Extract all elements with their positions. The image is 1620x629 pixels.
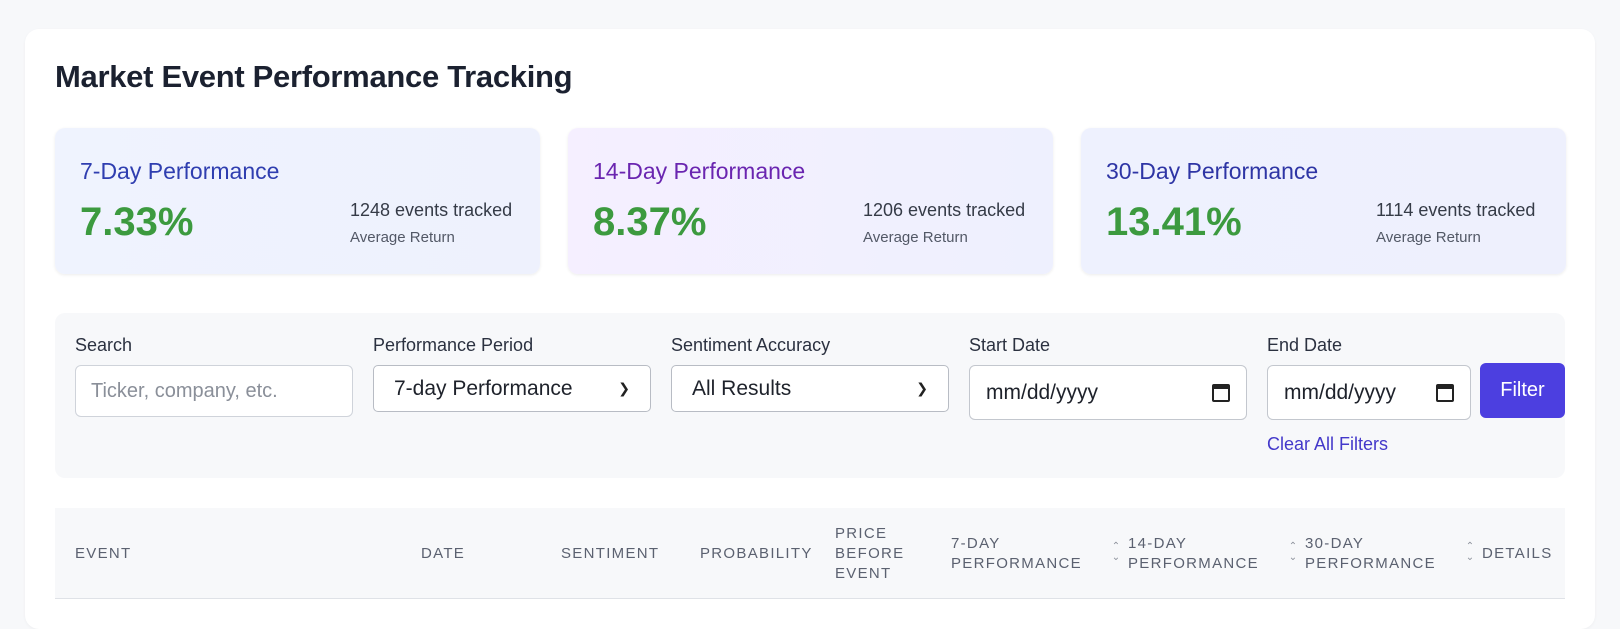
- end-date-input[interactable]: mm/dd/yyyy: [1267, 365, 1471, 420]
- start-date-label: Start Date: [969, 335, 1051, 355]
- header-line: Performance: [1305, 555, 1436, 572]
- header-line: 7-Day: [951, 535, 1001, 552]
- column-header-sentiment[interactable]: Sentiment: [561, 545, 660, 562]
- table-header: Event Date Sentiment Probability Price B…: [55, 508, 1565, 599]
- sort-icon[interactable]: ⌃ ⌄: [1465, 541, 1475, 563]
- stat-value: 7.33%: [80, 200, 194, 244]
- stat-count: 1206 events tracked: [863, 200, 1026, 220]
- stat-card-14-day: 14-Day Performance 8.37% 1206 events tra…: [568, 128, 1053, 274]
- stat-count: 1114 events tracked: [1376, 200, 1536, 220]
- stat-card-7-day: 7-Day Performance 7.33% 1248 events trac…: [55, 128, 540, 274]
- header-line: Performance: [951, 555, 1082, 572]
- page-title: Market Event Performance Tracking: [55, 59, 573, 94]
- start-date-input[interactable]: mm/dd/yyyy: [969, 365, 1247, 420]
- end-date-group: End Date mm/dd/yyyy: [1267, 335, 1471, 420]
- header-line: 14-Day: [1128, 535, 1188, 552]
- column-header-30-day-performance[interactable]: 30-Day Performance: [1305, 534, 1436, 574]
- clear-filters-link[interactable]: Clear All Filters: [1267, 434, 1389, 454]
- stat-title: 7-Day Performance: [80, 158, 280, 184]
- calendar-icon[interactable]: [1212, 383, 1230, 402]
- period-value: 7-day Performance: [394, 376, 573, 400]
- stat-subtitle: Average Return: [863, 229, 968, 246]
- calendar-icon[interactable]: [1436, 383, 1454, 402]
- sort-icon[interactable]: ⌃ ⌄: [1111, 541, 1121, 563]
- chevron-down-icon: ❯: [916, 380, 928, 396]
- accuracy-group: Sentiment Accuracy All Results ❯: [671, 335, 949, 412]
- stat-value: 13.41%: [1106, 200, 1242, 244]
- filter-button[interactable]: Filter: [1480, 363, 1565, 418]
- start-date-group: Start Date mm/dd/yyyy: [969, 335, 1247, 420]
- column-header-probability[interactable]: Probability: [700, 545, 813, 562]
- search-placeholder: Ticker, company, etc.: [91, 379, 278, 402]
- column-header-date[interactable]: Date: [421, 545, 466, 562]
- stat-subtitle: Average Return: [350, 229, 455, 246]
- header-line: Performance: [1128, 555, 1259, 572]
- start-date-value: mm/dd/yyyy: [986, 380, 1099, 404]
- period-select[interactable]: 7-day Performance ❯: [373, 365, 651, 412]
- end-date-value: mm/dd/yyyy: [1284, 380, 1397, 404]
- period-group: Performance Period 7-day Performance ❯: [373, 335, 651, 412]
- stat-title: 14-Day Performance: [593, 158, 806, 184]
- column-header-details: Details: [1482, 545, 1553, 562]
- search-group: Search Ticker, company, etc.: [75, 335, 353, 417]
- filter-panel: Search Ticker, company, etc. Performance…: [55, 313, 1565, 478]
- column-header-event[interactable]: Event: [75, 545, 132, 562]
- column-header-price-before-event[interactable]: Price Before Event: [835, 524, 904, 584]
- period-label: Performance Period: [373, 335, 534, 355]
- header-line: Before: [835, 545, 905, 562]
- accuracy-value: All Results: [692, 376, 792, 400]
- header-line: 30-Day: [1305, 535, 1365, 552]
- accuracy-label: Sentiment Accuracy: [671, 335, 831, 355]
- accuracy-select[interactable]: All Results ❯: [671, 365, 949, 412]
- sort-icon[interactable]: ⌃ ⌄: [1288, 541, 1298, 563]
- column-header-14-day-performance[interactable]: 14-Day Performance: [1128, 534, 1259, 574]
- stat-title: 30-Day Performance: [1106, 158, 1319, 184]
- stat-value: 8.37%: [593, 200, 707, 244]
- column-header-7-day-performance[interactable]: 7-Day Performance: [951, 534, 1082, 574]
- chevron-down-icon: ❯: [618, 380, 630, 396]
- stat-count: 1248 events tracked: [350, 200, 513, 220]
- stat-subtitle: Average Return: [1376, 229, 1481, 246]
- end-date-label: End Date: [1267, 335, 1343, 355]
- search-input[interactable]: Ticker, company, etc.: [75, 365, 353, 417]
- main-card: Market Event Performance Tracking 7-Day …: [25, 29, 1595, 629]
- stat-card-30-day: 30-Day Performance 13.41% 1114 events tr…: [1081, 128, 1566, 274]
- search-label: Search: [75, 335, 133, 355]
- header-line: Price: [835, 525, 888, 542]
- header-line: Event: [835, 565, 892, 582]
